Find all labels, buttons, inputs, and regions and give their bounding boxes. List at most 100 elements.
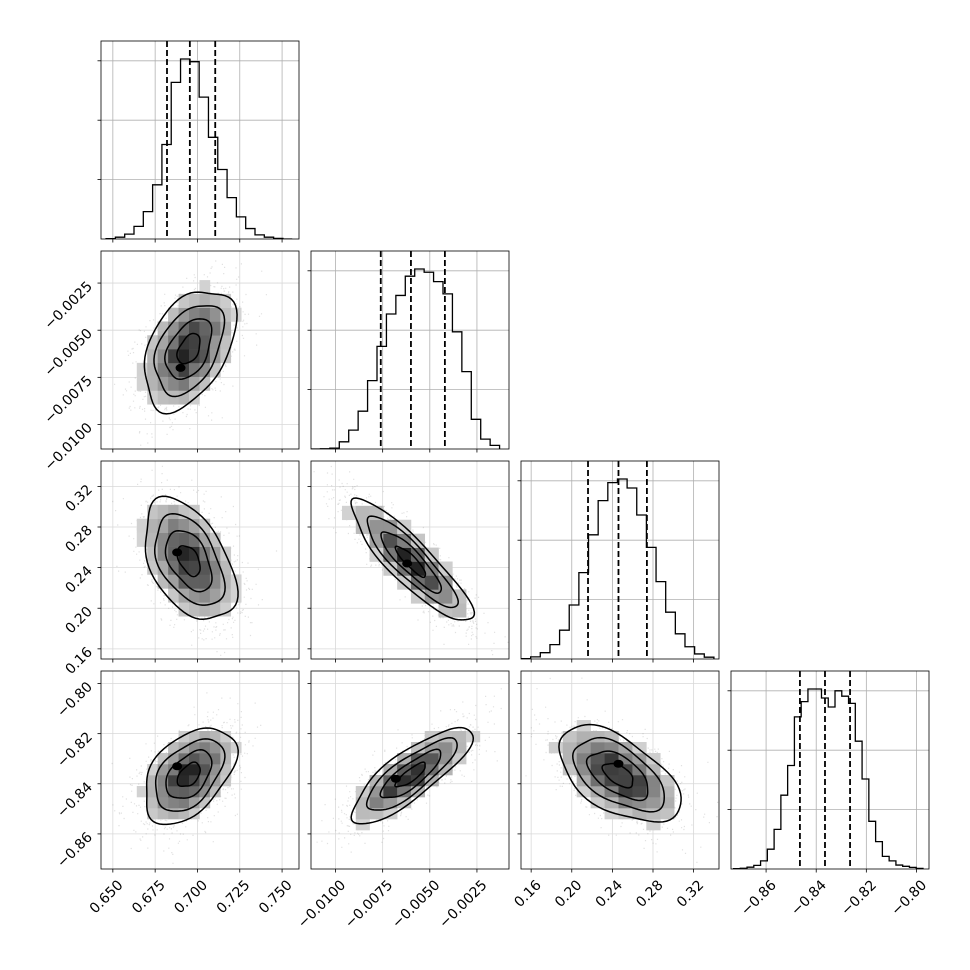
- density-cell: [189, 293, 200, 308]
- density-cell: [157, 775, 169, 787]
- density-cell: [576, 742, 591, 754]
- y-tick-label: −0.82: [54, 729, 96, 771]
- pair-panel-content: [311, 671, 509, 869]
- density-cell: [178, 546, 190, 561]
- density-cell: [424, 575, 439, 590]
- density-cell: [646, 775, 661, 787]
- density-cell: [157, 362, 169, 377]
- density-cell: [178, 335, 190, 350]
- density-cell: [209, 742, 221, 754]
- density-cell: [157, 546, 169, 561]
- density-cell: [168, 335, 179, 350]
- density-cell: [189, 742, 200, 754]
- y-tick-label: 0.28: [62, 523, 95, 556]
- x-tick-label: −0.86: [738, 877, 780, 919]
- contour-line: [572, 736, 666, 813]
- density-cell: [168, 786, 179, 798]
- x-tick-label: −0.84: [788, 877, 830, 919]
- density-cell: [438, 764, 453, 776]
- density-cell: [136, 786, 148, 798]
- x-tick-label: −0.0050: [389, 877, 443, 931]
- density-cell: [209, 731, 221, 743]
- density-cell: [562, 764, 578, 776]
- density-cell: [632, 775, 647, 787]
- density-cell: [646, 797, 661, 809]
- density-cell: [199, 280, 211, 295]
- density-cell: [157, 753, 169, 765]
- pair-panel-frame: [310, 670, 510, 870]
- density-cell: [189, 731, 200, 743]
- density-cell: [660, 797, 675, 809]
- hist-panel-1: [307, 250, 510, 453]
- density-cell: [452, 753, 467, 765]
- density-cell: [424, 775, 439, 787]
- contour-line: [176, 332, 201, 365]
- density-cell: [576, 731, 591, 743]
- density-cell: [562, 753, 578, 765]
- density-cell: [452, 742, 467, 754]
- density-cell: [199, 293, 211, 308]
- hist-panel-bg: [521, 461, 719, 659]
- hist-panel-bg: [731, 671, 929, 869]
- contour-line: [144, 495, 239, 621]
- density-cell: [369, 808, 384, 820]
- y-tick-label: −0.0100: [42, 420, 96, 474]
- density-cell: [147, 775, 158, 787]
- density-cell: [189, 574, 200, 589]
- density-cell: [590, 731, 605, 743]
- density-cell: [452, 603, 467, 618]
- y-tick-label: −0.0025: [42, 279, 96, 333]
- density-cell: [199, 797, 211, 809]
- pair-panel-frame: [100, 250, 300, 450]
- density-cell: [646, 753, 661, 765]
- pair-panel-frame: [100, 670, 300, 870]
- density-cell: [355, 797, 370, 809]
- density-cell: [157, 504, 169, 520]
- density-cell: [157, 321, 169, 336]
- density-cell: [147, 390, 158, 405]
- density-cell: [576, 786, 591, 798]
- density-cell: [355, 819, 370, 831]
- scatter-points: [111, 692, 262, 864]
- pair-panel-content: [101, 671, 299, 869]
- density-cell: [147, 764, 158, 776]
- density-cell: [189, 808, 200, 820]
- density-cell: [590, 764, 605, 776]
- density-cell: [632, 786, 647, 798]
- contour-line: [350, 726, 475, 825]
- density-cell: [220, 321, 232, 336]
- density-cell: [424, 753, 439, 765]
- density-cell: [632, 808, 647, 820]
- density-cell: [189, 349, 200, 364]
- density-cell: [178, 532, 190, 547]
- contour-line: [585, 750, 649, 802]
- density-cell: [397, 786, 412, 798]
- density-cell: [230, 588, 242, 603]
- hist-panel-frame: [310, 250, 510, 450]
- density-cell: [157, 532, 169, 547]
- density-cell: [438, 731, 453, 743]
- contour-line: [601, 762, 634, 789]
- density-cell: [383, 808, 398, 820]
- density-cell: [220, 293, 232, 308]
- density-cell: [147, 560, 158, 575]
- hist-panel-0: [97, 40, 300, 243]
- density-cell: [438, 561, 453, 576]
- density-cell: [168, 775, 179, 787]
- density-cell: [383, 533, 398, 548]
- density-cell: [383, 797, 398, 809]
- density-cell: [178, 775, 190, 787]
- density-cell: [168, 560, 179, 575]
- x-tick-label: −0.0025: [436, 877, 490, 931]
- pair-panel-frame: [310, 460, 510, 660]
- contour-line: [350, 497, 476, 621]
- density-cell: [189, 797, 200, 809]
- density-peak: [172, 762, 183, 771]
- density-cell: [355, 808, 370, 820]
- pair-panel-3-0: [97, 670, 300, 873]
- density-cell: [209, 307, 221, 322]
- x-tick-label: 0.20: [552, 877, 585, 910]
- density-cell: [397, 775, 412, 787]
- density-cell: [189, 560, 200, 575]
- density-cell: [147, 546, 158, 561]
